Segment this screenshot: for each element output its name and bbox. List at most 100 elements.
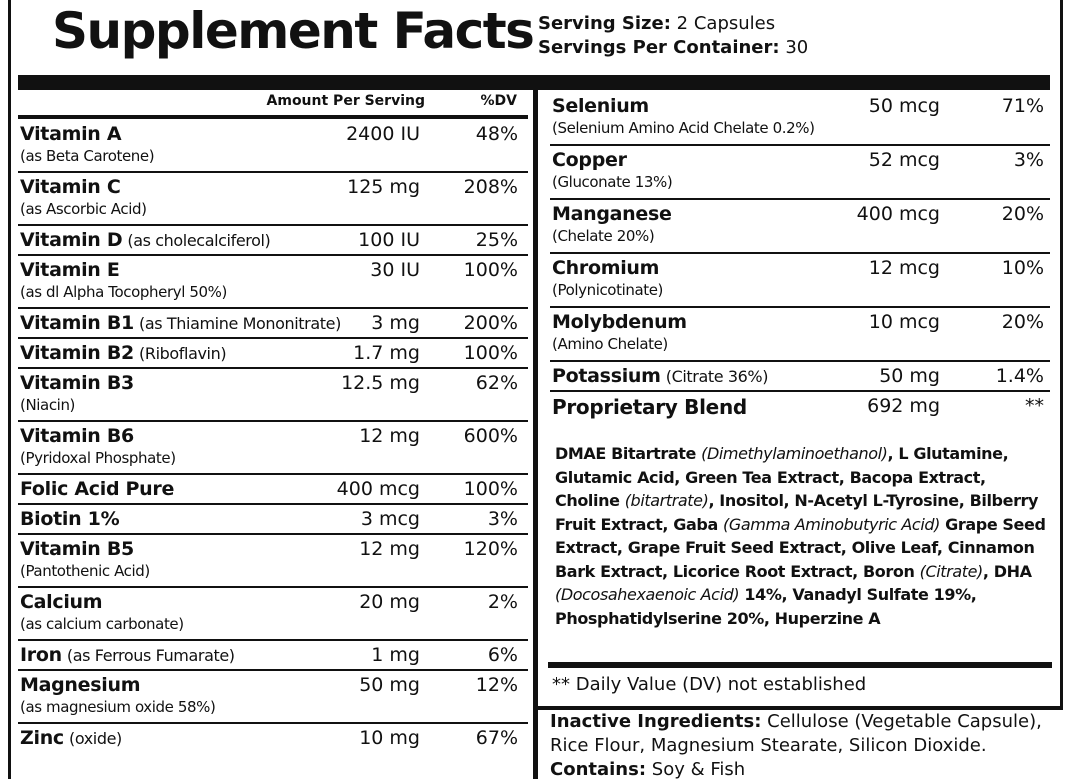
rule [548,662,1052,668]
blend-text: , Inositol, N-Acetyl L-Tyrosine, Bilberr… [555,491,1039,534]
nutrient-name: Vitamin B3 [20,372,134,394]
name-line: Manganese [552,203,672,225]
ingredient-label: Contains: [550,759,647,780]
nutrient-name: Vitamin B6 [20,425,134,447]
rule [18,115,528,119]
rule [533,706,1063,710]
amount: 125 mg [347,176,420,198]
title: Supplement Facts [52,2,535,60]
name-line: Vitamin B3 [20,372,134,394]
nutrient-name: Vitamin B2 [20,342,134,364]
nutrient-source: (Selenium Amino Acid Chelate 0.2%) [552,119,815,137]
nutrient-name: Potassium [552,365,661,387]
amount: 100 IU [358,229,420,251]
nutrient-source: (Citrate 36%) [665,367,769,386]
blend-text: (Gamma Aminobutyric Acid) [723,514,940,534]
amount: 12 mcg [868,257,940,279]
blend-text: 14%, Vanadyl Sulfate 19%, Phosphatidylse… [555,585,977,628]
serving-line: Servings Per Container: 30 [538,36,808,60]
nutrient-name: Biotin 1% [20,508,120,530]
name-line: Vitamin B1 (as Thiamine Mononitrate) [20,312,341,334]
nutrient-name: Vitamin C [20,176,121,198]
column-divider [533,90,538,779]
nutrient-name: Zinc [20,727,64,749]
nutrient-name: Vitamin A [20,123,122,145]
name-line: Copper [552,149,627,171]
name-line: Potassium (Citrate 36%) [552,365,768,387]
daily-value: 62% [475,372,518,394]
nutrient-row: Chromium (Polynicotinate) 12 mcg 10% [550,254,1050,308]
amount: 3 mcg [360,508,420,530]
blend-text: , DHA [982,561,1032,581]
nutrient-source: (Gluconate 13%) [552,173,673,191]
daily-value: 100% [463,259,518,281]
daily-value: 2% [487,591,518,613]
blend-text: (Docosahexaenoic Acid) [555,585,740,604]
serving-label: Servings Per Container: [538,37,780,58]
nutrient-name: Proprietary Blend [552,395,747,419]
serving-label: Serving Size: [538,13,671,34]
nutrient-row: Vitamin D (as cholecalciferol) 100 IU 25% [18,226,528,256]
column-header: %DV [480,93,517,109]
daily-value: 600% [463,425,518,447]
nutrient-source: (as cholecalciferol) [127,231,271,250]
nutrient-row: Vitamin B5 (Pantothenic Acid) 12 mg 120% [18,535,528,588]
border [8,0,11,779]
amount: 12 mg [359,425,420,447]
daily-value: 100% [463,342,518,364]
nutrient-name: Selenium [552,95,649,117]
nutrient-row: Vitamin B2 (Riboflavin) 1.7 mg 100% [18,339,528,369]
amount: 12.5 mg [341,372,420,394]
blend-text: DMAE Bitartrate [555,444,702,463]
name-line: Vitamin A [20,123,122,145]
name-line: Vitamin B5 [20,538,134,560]
daily-value: 25% [475,229,518,251]
name-line: Vitamin B2 (Riboflavin) [20,342,227,364]
amount: 30 IU [370,259,420,281]
nutrient-source: (Amino Chelate) [552,335,668,353]
nutrient-source: (Niacin) [20,396,76,414]
border [1060,0,1063,710]
ingredient-line: Inactive Ingredients: Cellulose (Vegetab… [550,710,1060,758]
nutrient-row: Vitamin B6 (Pyridoxal Phosphate) 12 mg 600% [18,422,528,475]
nutrient-name: Vitamin B1 [20,312,134,334]
nutrient-name: Chromium [552,257,660,279]
daily-value: 6% [487,644,518,666]
nutrient-source: (as dl Alpha Tocopheryl 50%) [20,283,227,301]
other-ingredients: Inactive Ingredients: Cellulose (Vegetab… [550,710,1060,782]
amount: 50 mg [359,674,420,696]
name-line: Proprietary Blend [552,395,747,419]
name-line: Selenium [552,95,649,117]
daily-value: 10% [1001,257,1044,279]
name-line: Calcium [20,591,103,613]
name-line: Magnesium [20,674,141,696]
nutrient-source: (Pantothenic Acid) [20,562,150,580]
nutrient-source: (as Ascorbic Acid) [20,200,147,218]
ingredient-line: Contains: Soy & Fish [550,758,1060,782]
amount: 1.7 mg [353,342,420,364]
daily-value: 12% [475,674,518,696]
thick-rule [18,75,1050,90]
daily-value: 3% [487,508,518,530]
nutrient-name: Vitamin D [20,229,123,251]
nutrient-source: (as Beta Carotene) [20,147,155,165]
daily-value: 71% [1001,95,1044,117]
nutrient-row: Folic Acid Pure 400 mcg 100% [18,475,528,505]
nutrient-row: Vitamin E (as dl Alpha Tocopheryl 50%) 30 … [18,256,528,309]
nutrient-source: (as Ferrous Fumarate) [66,646,235,665]
nutrient-source: (Riboflavin) [139,344,227,363]
nutrient-name: Magnesium [20,674,141,696]
name-line: Vitamin D (as cholecalciferol) [20,229,271,251]
column-header: Amount Per Serving [266,93,425,109]
amount: 20 mg [359,591,420,613]
daily-value: 200% [463,312,518,334]
nutrient-row: Copper (Gluconate 13%) 52 mcg 3% [550,146,1050,200]
blend-text: (Dimethylaminoethanol) [701,444,888,463]
nutrient-row: Potassium (Citrate 36%) 50 mg 1.4% [550,362,1050,392]
nutrient-row: Zinc (oxide) 10 mg 67% [18,724,528,754]
daily-value: ** [1025,395,1044,417]
nutrient-source: (Pyridoxal Phosphate) [20,449,176,467]
name-line: Folic Acid Pure [20,478,174,500]
nutrient-source: (Chelate 20%) [552,227,655,245]
